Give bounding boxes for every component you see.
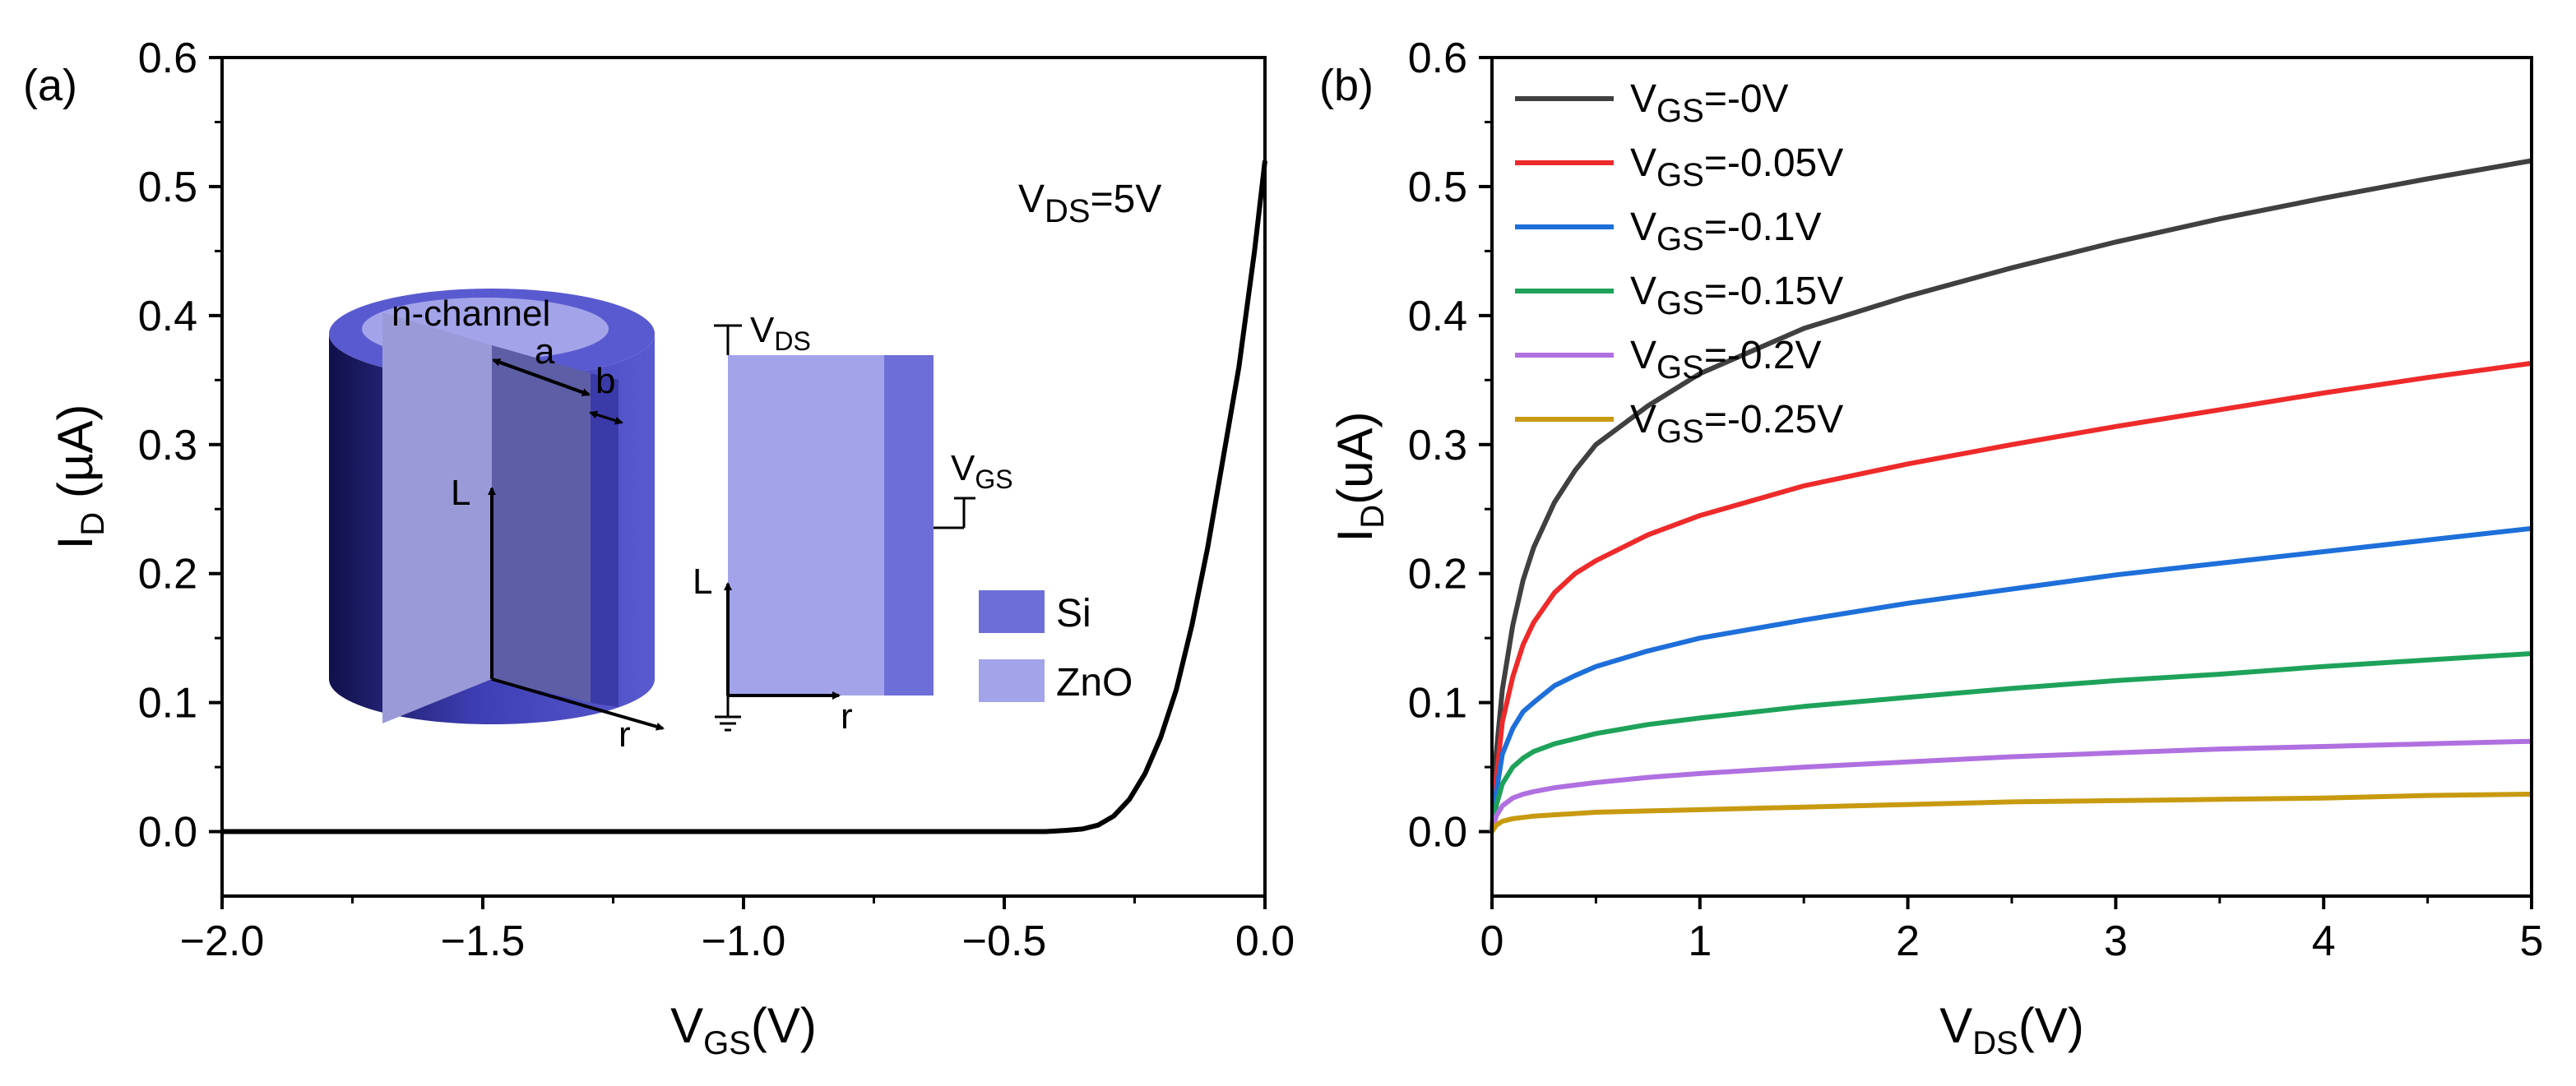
panel-a-y-tick-label: 0.3 bbox=[138, 422, 197, 469]
panel-a-x-tick-label: −1.0 bbox=[702, 917, 786, 965]
panel-b-x-tick-label: 5 bbox=[2520, 917, 2544, 965]
panel-b-x-axis-title: VDS(V) bbox=[1939, 998, 2084, 1061]
panel-a-series bbox=[222, 160, 1267, 834]
panel-b-plot-frame bbox=[1490, 56, 2533, 898]
panel-b-legend: VGS=-0V VGS=-0.05V VGS=-0.1V VGS=-0.15V VGS=… bbox=[1515, 77, 1843, 450]
cross-section-si bbox=[884, 355, 934, 696]
panel-b-ticks: 0 1 2 3 4 5 0.0 0.1 0.2 0.3 0.4 0.5 0.6 bbox=[1408, 35, 2544, 965]
panel-b-x-tick-label: 1 bbox=[1688, 917, 1712, 965]
panel-b-series-line-4 bbox=[1490, 738, 2532, 833]
panel-a-y-tick-label: 0.0 bbox=[138, 809, 197, 857]
legend-zno-swatch bbox=[979, 659, 1045, 702]
panel-b-series bbox=[1490, 158, 2532, 834]
panel-a-x-tick-label: 0.0 bbox=[1235, 917, 1295, 965]
panel-a-label: (a) bbox=[23, 61, 77, 110]
panel-a-x-tick-label: −0.5 bbox=[962, 917, 1047, 965]
panel-b-y-tick-label: 0.6 bbox=[1408, 35, 1467, 82]
panel-b-x-tick-label: 4 bbox=[2312, 917, 2336, 965]
panel-b-y-tick-label: 0.1 bbox=[1408, 680, 1467, 728]
cyl-L-label: L bbox=[451, 473, 470, 513]
vds-annotation: VDS=5V bbox=[1018, 178, 1161, 229]
cross-L-label: L bbox=[693, 561, 712, 602]
panel-b-chart: (b) 0 1 2 3 4 50.00.10.20.30.40.50.6 VGS=-0VV… bbox=[1319, 35, 2543, 1061]
cyl-a-arrow-back bbox=[492, 358, 590, 396]
legend-si-label: Si bbox=[1056, 592, 1091, 635]
panel-a-plot-frame bbox=[220, 56, 1267, 898]
panel-a-x-axis-title: VGS(V) bbox=[670, 998, 817, 1061]
device-inset: n-channel a b L r VDS VGS L r Si bbox=[329, 289, 1133, 755]
legend-label-5: VGS=-0.25V bbox=[1630, 398, 1843, 450]
cyl-b-arrow-back bbox=[589, 410, 623, 424]
panel-b-y-tick-label: 0.0 bbox=[1408, 809, 1467, 857]
legend-label-0: VGS=-0V bbox=[1630, 77, 1789, 129]
legend-label-1: VGS=-0.05V bbox=[1630, 141, 1843, 193]
n-channel-label: n-channel bbox=[391, 293, 550, 334]
panel-b-series-line-5 bbox=[1490, 792, 2532, 834]
legend-label-2: VGS=-0.1V bbox=[1630, 206, 1822, 257]
cyl-r-arrow bbox=[491, 677, 665, 731]
panel-a-ticks: −2.0 −1.5 −1.0 −0.5 0.0 0.0 0.1 0.2 0.3 0.4 0.5 0.6 bbox=[138, 35, 1295, 965]
panel-a-y-tick-label: 0.4 bbox=[138, 293, 197, 340]
cross-section-zno bbox=[728, 355, 884, 696]
panel-b-series-line-3 bbox=[1490, 651, 2532, 832]
panel-a-x-tick-label: −2.0 bbox=[180, 917, 265, 965]
cross-r-label: r bbox=[841, 696, 853, 737]
panel-b-y-tick-label: 0.4 bbox=[1408, 293, 1467, 340]
panel-b-y-tick-label: 0.3 bbox=[1408, 422, 1467, 469]
legend-si-swatch bbox=[979, 590, 1045, 633]
vgs-inset-label: VGS bbox=[951, 448, 1013, 494]
panel-a-y-tick-label: 0.6 bbox=[138, 35, 197, 82]
panel-b-series-line-1 bbox=[1490, 360, 2532, 832]
panel-b-series-line-0 bbox=[1490, 158, 2532, 832]
panel-b-y-tick-label: 0.2 bbox=[1408, 551, 1467, 598]
cutaway-zno-face bbox=[492, 345, 591, 703]
panel-a-series-line-0 bbox=[222, 160, 1267, 834]
panel-b-series-line-2 bbox=[1490, 525, 2532, 832]
legend-label-3: VGS=-0.15V bbox=[1630, 270, 1843, 321]
panel-b-x-tick-label: 0 bbox=[1480, 917, 1504, 965]
panel-a-y-axis-title: ID (µA) bbox=[48, 404, 111, 550]
panel-b-x-tick-label: 3 bbox=[2104, 917, 2128, 965]
panel-b-x-tick-label: 2 bbox=[1896, 917, 1920, 965]
dim-a-label: a bbox=[535, 331, 555, 372]
panel-a-y-tick-label: 0.1 bbox=[138, 680, 197, 728]
legend-label-4: VGS=-0.2V bbox=[1630, 334, 1822, 386]
panel-b-label: (b) bbox=[1319, 61, 1374, 110]
panel-a-x-tick-label: −1.5 bbox=[441, 917, 526, 965]
panel-b-y-tick-label: 0.5 bbox=[1408, 164, 1467, 211]
panel-a-y-tick-label: 0.5 bbox=[138, 164, 197, 211]
cyl-r-label: r bbox=[619, 714, 631, 755]
cutaway-si-face bbox=[591, 373, 619, 707]
vds-inset-label: VDS bbox=[750, 310, 811, 356]
panel-b-y-axis-title: ID(uA) bbox=[1327, 412, 1391, 543]
cutaway-left-face bbox=[382, 312, 492, 723]
legend-zno-label: ZnO bbox=[1056, 661, 1133, 705]
dim-b-label: b bbox=[595, 361, 615, 401]
panel-a-y-tick-label: 0.2 bbox=[138, 551, 197, 598]
panel-a-chart: (a) −2.0 −1.5 −1.0 −0.5 0.0 0.0 0.1 0.2 0.3 0.4 0.… bbox=[23, 35, 1295, 1061]
